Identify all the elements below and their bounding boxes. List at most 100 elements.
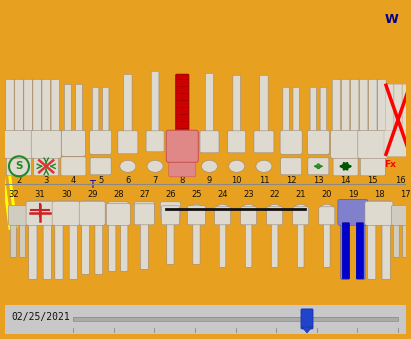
- FancyBboxPatch shape: [31, 130, 61, 158]
- FancyBboxPatch shape: [34, 157, 59, 176]
- Text: 4: 4: [71, 176, 76, 185]
- Text: 15: 15: [367, 176, 378, 185]
- FancyBboxPatch shape: [82, 222, 90, 274]
- FancyBboxPatch shape: [320, 87, 327, 133]
- FancyBboxPatch shape: [332, 79, 341, 133]
- Text: S: S: [15, 161, 23, 171]
- Text: T: T: [89, 180, 95, 190]
- FancyBboxPatch shape: [42, 79, 51, 133]
- FancyBboxPatch shape: [351, 79, 359, 133]
- FancyBboxPatch shape: [160, 202, 180, 219]
- Ellipse shape: [319, 204, 334, 216]
- FancyBboxPatch shape: [206, 73, 214, 133]
- Ellipse shape: [267, 204, 282, 216]
- Bar: [5, 305, 406, 334]
- FancyBboxPatch shape: [10, 222, 16, 257]
- FancyBboxPatch shape: [187, 206, 206, 225]
- FancyBboxPatch shape: [65, 84, 72, 133]
- Text: 16: 16: [395, 176, 405, 185]
- FancyBboxPatch shape: [118, 131, 138, 154]
- Ellipse shape: [293, 204, 308, 216]
- FancyBboxPatch shape: [51, 79, 60, 133]
- Bar: [73, 317, 398, 321]
- FancyBboxPatch shape: [240, 207, 256, 225]
- FancyBboxPatch shape: [301, 309, 313, 329]
- FancyBboxPatch shape: [360, 79, 368, 133]
- FancyBboxPatch shape: [342, 223, 349, 279]
- FancyBboxPatch shape: [293, 207, 309, 225]
- Text: 19: 19: [348, 190, 358, 199]
- Text: 23: 23: [243, 190, 254, 199]
- FancyBboxPatch shape: [124, 74, 132, 133]
- FancyBboxPatch shape: [271, 222, 278, 267]
- FancyBboxPatch shape: [26, 201, 54, 225]
- FancyBboxPatch shape: [298, 222, 304, 267]
- FancyBboxPatch shape: [340, 200, 366, 221]
- FancyBboxPatch shape: [260, 75, 268, 133]
- FancyBboxPatch shape: [341, 79, 350, 133]
- FancyBboxPatch shape: [219, 222, 226, 267]
- Text: Fx: Fx: [384, 160, 396, 169]
- Text: 9: 9: [207, 176, 212, 185]
- Text: 32: 32: [9, 190, 19, 199]
- FancyBboxPatch shape: [54, 201, 78, 220]
- FancyBboxPatch shape: [356, 223, 363, 279]
- FancyBboxPatch shape: [162, 206, 179, 225]
- FancyBboxPatch shape: [166, 130, 198, 162]
- FancyBboxPatch shape: [52, 201, 80, 225]
- Ellipse shape: [241, 204, 256, 216]
- FancyBboxPatch shape: [245, 222, 252, 267]
- FancyBboxPatch shape: [280, 130, 302, 154]
- Ellipse shape: [201, 160, 217, 172]
- FancyBboxPatch shape: [69, 222, 77, 279]
- FancyBboxPatch shape: [61, 157, 86, 176]
- FancyBboxPatch shape: [193, 222, 200, 264]
- FancyBboxPatch shape: [215, 207, 231, 225]
- FancyBboxPatch shape: [108, 202, 128, 219]
- Text: 14: 14: [340, 176, 351, 185]
- FancyBboxPatch shape: [369, 79, 377, 133]
- FancyBboxPatch shape: [90, 130, 112, 154]
- FancyBboxPatch shape: [8, 205, 28, 225]
- FancyBboxPatch shape: [333, 157, 358, 176]
- FancyBboxPatch shape: [43, 222, 51, 279]
- FancyBboxPatch shape: [233, 75, 240, 133]
- FancyBboxPatch shape: [386, 84, 394, 133]
- Text: 21: 21: [296, 190, 306, 199]
- FancyBboxPatch shape: [33, 79, 42, 133]
- FancyBboxPatch shape: [402, 84, 411, 133]
- FancyBboxPatch shape: [391, 205, 411, 225]
- FancyBboxPatch shape: [403, 222, 409, 257]
- Text: 25: 25: [191, 190, 202, 199]
- FancyBboxPatch shape: [20, 222, 25, 257]
- FancyBboxPatch shape: [28, 201, 52, 220]
- Ellipse shape: [189, 204, 204, 216]
- FancyBboxPatch shape: [378, 79, 386, 133]
- Text: 3: 3: [44, 176, 49, 185]
- FancyBboxPatch shape: [29, 222, 37, 279]
- FancyBboxPatch shape: [254, 131, 274, 153]
- Ellipse shape: [120, 160, 136, 172]
- Text: 10: 10: [231, 176, 242, 185]
- FancyBboxPatch shape: [293, 87, 300, 133]
- FancyBboxPatch shape: [330, 130, 360, 158]
- Text: 29: 29: [87, 190, 97, 199]
- FancyBboxPatch shape: [79, 201, 105, 225]
- FancyBboxPatch shape: [121, 222, 128, 271]
- FancyBboxPatch shape: [382, 222, 390, 279]
- Text: 24: 24: [217, 190, 228, 199]
- FancyBboxPatch shape: [338, 199, 368, 225]
- FancyBboxPatch shape: [393, 222, 399, 257]
- Text: 31: 31: [35, 190, 45, 199]
- FancyBboxPatch shape: [15, 79, 23, 133]
- FancyBboxPatch shape: [151, 71, 159, 133]
- FancyBboxPatch shape: [384, 130, 411, 156]
- FancyBboxPatch shape: [134, 202, 155, 219]
- FancyBboxPatch shape: [228, 131, 246, 153]
- Ellipse shape: [256, 160, 272, 172]
- FancyBboxPatch shape: [367, 201, 391, 220]
- FancyBboxPatch shape: [92, 87, 99, 133]
- FancyBboxPatch shape: [141, 222, 148, 269]
- FancyBboxPatch shape: [95, 222, 103, 274]
- FancyBboxPatch shape: [76, 84, 83, 133]
